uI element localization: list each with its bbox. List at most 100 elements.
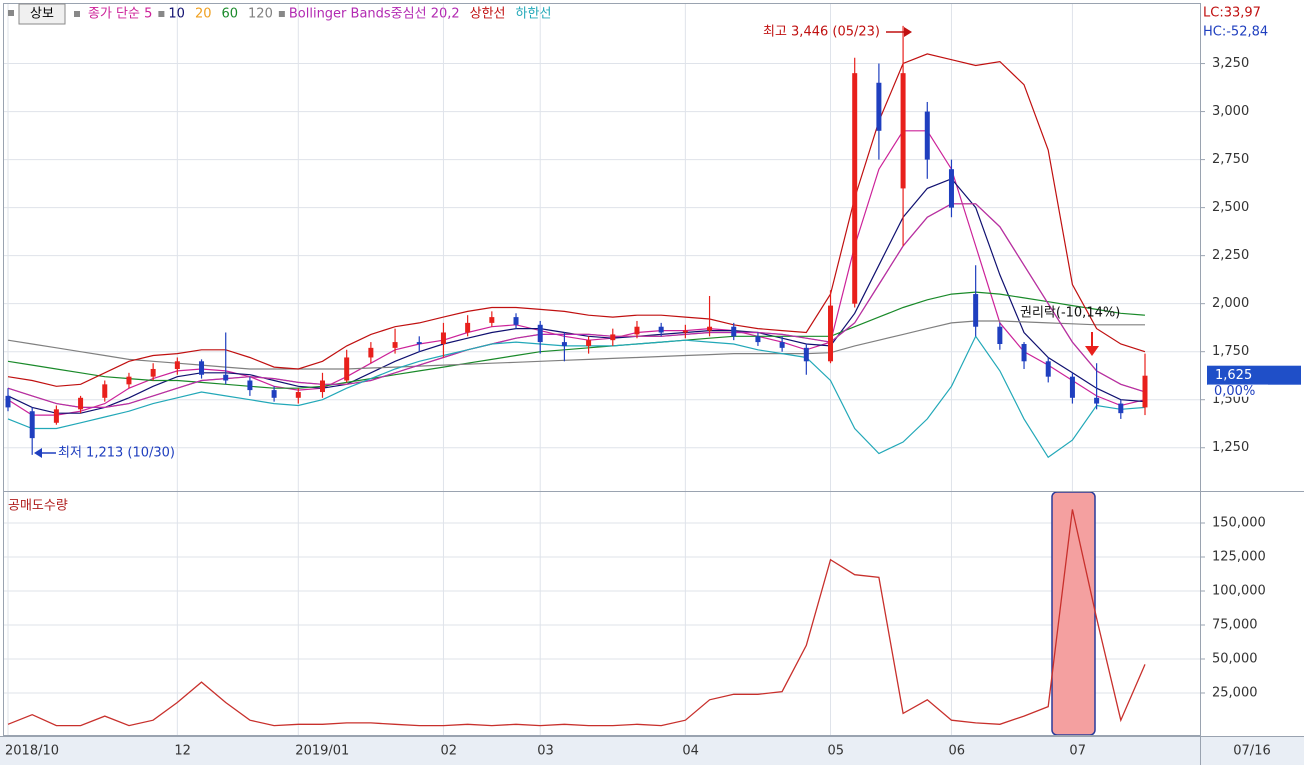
x-tick-label: 06 bbox=[948, 744, 965, 759]
y-tick-label: 1,250 bbox=[1212, 440, 1249, 455]
candle-body bbox=[803, 347, 809, 362]
legend-entry: 상한선 bbox=[470, 7, 506, 22]
candle-body bbox=[247, 380, 253, 391]
x-tick-label: 07 bbox=[1069, 744, 1086, 759]
candle-body bbox=[150, 368, 156, 377]
candle-body bbox=[876, 82, 882, 131]
last-date: 07/16 bbox=[1233, 744, 1270, 759]
candle-body bbox=[828, 305, 834, 362]
lower-panel-title: 공매도수량 bbox=[8, 499, 68, 514]
candle-body bbox=[465, 322, 471, 333]
y-tick-label: 75,000 bbox=[1212, 617, 1258, 632]
candle-body bbox=[973, 294, 979, 327]
legend-entry: 120 bbox=[248, 7, 273, 22]
x-tick-label: 2019/01 bbox=[295, 744, 349, 759]
indicator-line bbox=[7, 335, 1146, 459]
candle-body bbox=[1118, 403, 1124, 414]
candle-body bbox=[5, 395, 11, 408]
candle-body bbox=[29, 411, 35, 439]
x-axis-strip bbox=[0, 737, 1304, 765]
y-tick-label: 100,000 bbox=[1212, 583, 1266, 598]
candle-body bbox=[78, 397, 84, 410]
candle-body bbox=[997, 326, 1003, 345]
candle-body bbox=[295, 392, 301, 398]
legend-entry: 60 bbox=[221, 7, 238, 22]
y-tick-label: 2,500 bbox=[1212, 200, 1249, 215]
current-price-box bbox=[1207, 365, 1301, 385]
candle-body bbox=[271, 390, 277, 398]
candle-body bbox=[53, 409, 59, 423]
annotation-rights: 권리락(-10,14%) bbox=[1020, 306, 1120, 321]
indicator-line bbox=[7, 53, 1146, 387]
candle-body bbox=[1094, 397, 1100, 404]
x-tick-label: 02 bbox=[440, 744, 457, 759]
grid-layer bbox=[4, 4, 1200, 736]
x-tick-label: 12 bbox=[174, 744, 191, 759]
indicator-line bbox=[7, 203, 1146, 408]
y-tick-label: 25,000 bbox=[1212, 685, 1258, 700]
candle-body bbox=[174, 361, 180, 369]
candle-body bbox=[513, 317, 519, 325]
candle-body bbox=[682, 330, 688, 333]
annotation-arrowhead bbox=[904, 27, 912, 37]
legend: 종가 단순 5 10 20 60 120 Bollinger Bands중심선 20,2 상… bbox=[74, 7, 551, 22]
annotation-low: 최저 1,213 (10/30) bbox=[58, 446, 175, 461]
candle-body bbox=[1045, 361, 1051, 377]
x-tick-label: 04 bbox=[682, 744, 699, 759]
candle-body bbox=[319, 380, 325, 393]
y-tick-label: 1,750 bbox=[1212, 344, 1249, 359]
candle-body bbox=[634, 326, 640, 335]
legend-entry: 20 bbox=[195, 7, 212, 22]
y-tick-label: 150,000 bbox=[1212, 516, 1266, 531]
candle-body bbox=[537, 324, 543, 343]
candle-body bbox=[344, 357, 350, 381]
candle-body bbox=[1069, 376, 1075, 398]
candle-body bbox=[755, 336, 761, 343]
change-label: 0,00% bbox=[1214, 384, 1255, 399]
candle-body bbox=[416, 342, 422, 345]
y-tick-label: 50,000 bbox=[1212, 651, 1258, 666]
legend-entry: 하한선 bbox=[516, 7, 552, 22]
candle-body bbox=[126, 376, 132, 385]
x-tick-label: 03 bbox=[537, 744, 554, 759]
y-tick-label: 2,000 bbox=[1212, 296, 1249, 311]
legend-square bbox=[158, 11, 165, 17]
candle-body bbox=[610, 334, 616, 341]
indicator-line bbox=[7, 320, 1145, 370]
candle-body bbox=[731, 326, 737, 337]
candle-body bbox=[440, 332, 446, 345]
candle-body bbox=[852, 73, 858, 304]
mark-layer bbox=[5, 25, 1148, 727]
candle-body bbox=[707, 326, 713, 331]
candle-body bbox=[948, 169, 954, 208]
candle-body bbox=[368, 347, 374, 358]
legend-square bbox=[74, 11, 80, 17]
x-tick-label: 2018/10 bbox=[5, 744, 59, 759]
candle-body bbox=[779, 342, 785, 348]
annotation-arrowhead bbox=[34, 448, 42, 458]
candle-body bbox=[900, 73, 906, 189]
candle-body bbox=[658, 326, 664, 333]
toolbar-button-label[interactable]: 상보 bbox=[30, 7, 54, 22]
change-label-bg bbox=[1208, 384, 1268, 397]
indicator-lc: LC:33,97 bbox=[1203, 6, 1261, 21]
candle-body bbox=[1021, 344, 1027, 362]
annotation-high: 최고 3,446 (05/23) bbox=[763, 25, 880, 40]
candle-body bbox=[392, 342, 398, 348]
legend-entry: Bollinger Bands중심선 20,2 bbox=[289, 7, 460, 22]
candle-body bbox=[489, 317, 495, 323]
y-tick-label: 2,250 bbox=[1212, 248, 1249, 263]
y-tick-label: 2,750 bbox=[1212, 152, 1249, 167]
x-tick-label: 05 bbox=[828, 744, 845, 759]
candle-body bbox=[1142, 375, 1148, 408]
volume-line bbox=[7, 509, 1146, 727]
y-tick-label: 3,000 bbox=[1212, 104, 1249, 119]
plot-frame bbox=[3, 3, 1201, 736]
legend-square bbox=[8, 10, 14, 16]
candle-body bbox=[586, 340, 592, 346]
legend-entry: 10 bbox=[168, 7, 185, 22]
toolbar-button[interactable] bbox=[18, 3, 66, 25]
candle-body bbox=[102, 384, 108, 398]
